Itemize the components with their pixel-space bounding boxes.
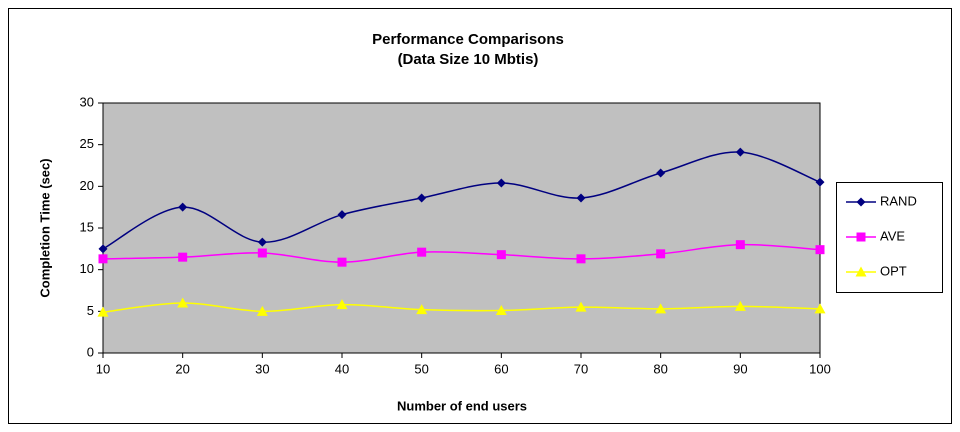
- marker: [257, 248, 267, 258]
- y-tick-label: 30: [80, 94, 94, 109]
- marker: [496, 178, 506, 188]
- x-tick-label: 90: [733, 361, 747, 376]
- marker: [416, 304, 428, 315]
- y-tick-label: 0: [87, 344, 94, 359]
- x-tick-label: 50: [414, 361, 428, 376]
- x-axis-label: Number of end users: [397, 398, 527, 413]
- x-tick-label: 80: [653, 361, 667, 376]
- marker: [734, 300, 746, 311]
- marker: [496, 250, 506, 260]
- marker: [417, 193, 427, 203]
- marker: [735, 147, 745, 157]
- marker: [97, 306, 109, 317]
- series-line: [102, 243, 821, 263]
- legend-marker: [856, 197, 866, 207]
- y-tick-label: 15: [80, 219, 94, 234]
- x-tick-label: 20: [175, 361, 189, 376]
- y-axis-label: Completion Time (sec): [37, 158, 52, 297]
- marker: [735, 240, 745, 250]
- legend-label: AVE: [880, 228, 905, 243]
- marker: [576, 193, 586, 203]
- marker: [257, 237, 267, 247]
- marker: [656, 168, 666, 178]
- x-tick-label: 70: [574, 361, 588, 376]
- marker: [256, 305, 268, 316]
- marker: [417, 247, 427, 257]
- legend-label: OPT: [880, 263, 907, 278]
- marker: [575, 301, 587, 312]
- chart-title: Performance Comparisons: [372, 31, 564, 48]
- series-line: [102, 302, 821, 313]
- x-tick-label: 60: [494, 361, 508, 376]
- marker: [495, 305, 507, 315]
- y-tick-label: 25: [80, 136, 94, 151]
- y-tick-label: 20: [80, 178, 94, 193]
- marker: [656, 249, 666, 259]
- legend-label: RAND: [880, 193, 917, 208]
- x-tick-label: 30: [255, 361, 269, 376]
- legend-marker: [856, 232, 866, 242]
- marker: [98, 244, 108, 254]
- plot-area: [102, 102, 821, 354]
- marker: [815, 177, 825, 187]
- marker: [178, 202, 188, 212]
- marker: [337, 210, 347, 220]
- marker: [98, 254, 108, 264]
- legend-marker: [855, 266, 867, 277]
- marker: [655, 303, 667, 314]
- y-tick-label: 5: [87, 303, 94, 318]
- x-tick-label: 10: [96, 361, 110, 376]
- series-line: [102, 151, 821, 250]
- chart-subtitle: (Data Size 10 Mbtis): [398, 51, 539, 68]
- marker: [178, 252, 188, 262]
- x-tick-label: 100: [809, 361, 831, 376]
- marker: [576, 254, 586, 264]
- marker: [814, 303, 826, 314]
- marker: [177, 297, 189, 308]
- marker: [337, 257, 347, 267]
- y-tick-label: 10: [80, 261, 94, 276]
- x-tick-label: 40: [335, 361, 349, 376]
- marker: [336, 299, 348, 310]
- marker: [815, 245, 825, 255]
